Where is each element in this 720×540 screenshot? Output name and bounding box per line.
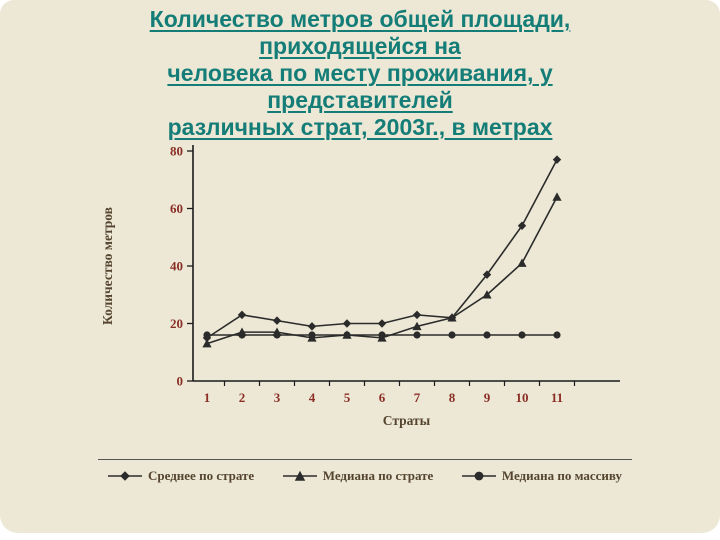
svg-text:0: 0	[177, 374, 184, 389]
svg-text:Количество метров: Количество метров	[100, 207, 115, 325]
svg-text:10: 10	[516, 390, 529, 405]
legend-item: Медиана по страте	[282, 468, 434, 484]
svg-text:5: 5	[344, 390, 351, 405]
svg-text:3: 3	[274, 390, 281, 405]
chart-legend: Среднее по страте Медиана по страте Меди…	[98, 459, 632, 484]
svg-text:2: 2	[239, 390, 246, 405]
svg-text:6: 6	[379, 390, 386, 405]
chart-title: Количество метров общей площади, приходя…	[30, 6, 690, 141]
svg-text:60: 60	[170, 201, 183, 216]
title-line: различных страт, 2003г., в метрах	[167, 114, 553, 140]
svg-text:1: 1	[204, 390, 211, 405]
svg-text:11: 11	[551, 390, 563, 405]
svg-text:20: 20	[170, 316, 183, 331]
svg-text:7: 7	[414, 390, 421, 405]
legend-item: Среднее по страте	[108, 468, 254, 484]
triangle-marker-icon	[282, 470, 317, 482]
line-chart: 0 20 40 60 80 1 2 3 4 5 6 7 8 9 10 11 Количество метров С…	[100, 144, 620, 428]
legend-label: Медиана по массиву	[501, 468, 622, 483]
svg-text:8: 8	[449, 390, 456, 405]
svg-text:80: 80	[170, 144, 183, 159]
legend-label: Медиана по страте	[322, 468, 434, 483]
svg-text:Страты: Страты	[383, 413, 431, 428]
svg-text:9: 9	[484, 390, 491, 405]
title-line: приходящейся на	[259, 33, 461, 59]
diamond-marker-icon	[108, 470, 142, 482]
title-line: представителей	[267, 87, 453, 113]
circle-marker-icon	[461, 470, 496, 482]
title-line: Количество метров общей площади,	[149, 6, 571, 32]
svg-text:40: 40	[170, 259, 183, 274]
svg-text:4: 4	[309, 390, 316, 405]
legend-label: Среднее по страте	[148, 468, 255, 483]
legend-item: Медиана по массиву	[461, 468, 622, 484]
title-line: человека по месту проживания, у	[167, 60, 553, 86]
